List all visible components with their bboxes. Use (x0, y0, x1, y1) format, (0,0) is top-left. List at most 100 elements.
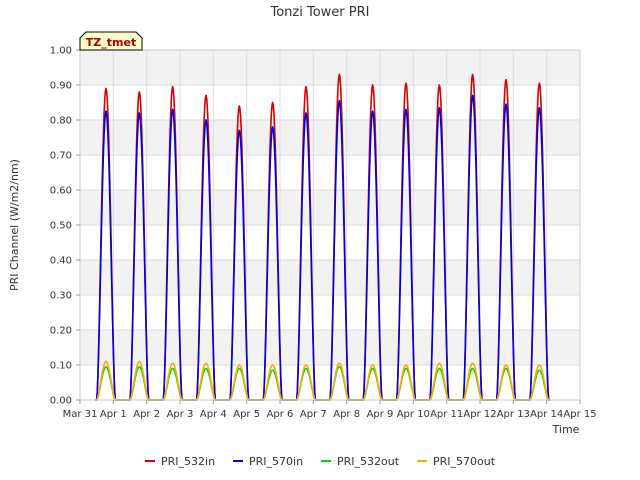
legend-label: PRI_570in (249, 455, 303, 468)
data-point-pri_532out (371, 367, 374, 370)
x-tick-label: Apr 6 (267, 409, 294, 420)
y-tick-label: 0.90 (50, 81, 72, 92)
plot-band (80, 50, 580, 85)
legend: PRI_532in PRI_570in PRI_532out PRI_570out (145, 455, 496, 468)
data-point-pri_570out (138, 360, 141, 363)
data-point-pri_532in (305, 85, 307, 88)
data-point-pri_570in (105, 110, 107, 113)
data-point-pri_532out (138, 365, 141, 368)
y-axis-label: PRI Channel (W/m2/nm) (8, 159, 21, 291)
x-tick-label: Apr 8 (333, 409, 360, 420)
x-tick-label: Apr 3 (167, 409, 194, 420)
y-tick-label: 0.10 (50, 361, 72, 372)
data-point-pri_532out (238, 367, 241, 370)
data-point-pri_570in (471, 94, 474, 97)
data-point-pri_532in (405, 82, 407, 85)
data-point-pri_570out (271, 364, 274, 366)
data-point-pri_532out (305, 367, 307, 370)
plot-bands (80, 50, 580, 365)
data-point-pri_570in (171, 108, 174, 111)
data-point-pri_532in (271, 101, 274, 104)
legend-label: PRI_532out (337, 455, 400, 468)
legend-label: PRI_532in (161, 455, 215, 468)
data-point-pri_532in (338, 73, 341, 76)
data-point-pri_570out (371, 364, 374, 366)
data-point-pri_532out (538, 369, 541, 372)
y-tick-label: 0.70 (50, 151, 72, 162)
y-tick-label: 0.60 (50, 186, 72, 197)
x-axis-label: Time (552, 423, 580, 436)
y-tick-label: 0.00 (50, 396, 72, 407)
data-point-pri_532in (505, 78, 507, 81)
data-point-pri_570in (205, 119, 207, 121)
data-point-pri_570in (138, 112, 141, 114)
x-tick-label: Apr 11 (430, 409, 463, 420)
data-point-pri_570in (271, 126, 274, 128)
data-point-pri_532out (471, 367, 474, 370)
x-axis: Mar 31 Apr 1 Apr 2 Apr 3 Apr 4 Apr 5 Apr 6 Apr … (63, 400, 597, 420)
x-tick-label: Apr 14 (530, 409, 563, 420)
plot-band (80, 190, 580, 225)
data-point-pri_532in (238, 105, 241, 107)
data-point-pri_570in (371, 110, 374, 113)
data-point-pri_532in (205, 94, 207, 97)
x-tick-label: Apr 13 (497, 409, 530, 420)
data-point-pri_532out (505, 367, 507, 370)
data-point-pri_570out (305, 364, 307, 366)
data-point-pri_570in (538, 106, 541, 109)
data-point-pri_570in (438, 106, 441, 109)
data-point-pri_570in (405, 108, 407, 111)
data-point-pri_532in (105, 87, 107, 90)
data-point-pri_570in (238, 129, 241, 132)
y-tick-label: 0.50 (50, 221, 72, 232)
x-tick-label: Apr 9 (367, 409, 394, 420)
plot-band (80, 120, 580, 155)
plot-band (80, 260, 580, 295)
data-point-pri_570out (205, 362, 207, 365)
x-tick-label: Apr 1 (100, 409, 127, 420)
data-point-pri_532out (105, 365, 107, 368)
annotation-badge-text: TZ_tmet (86, 36, 136, 49)
data-point-pri_570out (471, 362, 474, 365)
y-tick-label: 0.80 (50, 116, 72, 127)
data-point-pri_570in (305, 112, 307, 114)
data-point-pri_570out (438, 362, 441, 365)
data-point-pri_532in (138, 91, 141, 93)
x-tick-label: Apr 5 (233, 409, 260, 420)
y-tick-label: 0.20 (50, 326, 72, 337)
data-point-pri_532in (171, 85, 174, 88)
data-point-pri_532out (338, 365, 341, 368)
y-tick-label: 1.00 (50, 46, 72, 57)
data-point-pri_570out (538, 364, 541, 366)
x-tick-label: Apr 4 (200, 409, 227, 420)
data-point-pri_532in (371, 84, 374, 86)
data-point-pri_532out (205, 367, 207, 370)
x-tick-label: Mar 31 (63, 409, 98, 420)
y-axis: 0.00 0.10 0.20 0.30 0.40 0.50 0.60 0.70 0.80 0.90… (50, 46, 80, 407)
annotation-badge: TZ_tmet (79, 31, 143, 51)
data-point-pri_570in (505, 103, 507, 106)
data-point-pri_570out (338, 362, 341, 365)
data-point-pri_570out (105, 360, 107, 363)
data-point-pri_570out (405, 364, 407, 366)
y-tick-label: 0.40 (50, 256, 72, 267)
x-tick-label: Apr 15 (563, 409, 596, 420)
legend-label: PRI_570out (433, 455, 496, 468)
data-point-pri_570out (238, 364, 241, 366)
plot-band (80, 330, 580, 365)
y-tick-label: 0.30 (50, 291, 72, 302)
data-point-pri_570out (505, 364, 507, 366)
data-point-pri_532out (405, 367, 407, 370)
x-tick-label: Apr 2 (133, 409, 160, 420)
data-point-pri_532out (271, 369, 274, 372)
data-point-pri_570out (171, 362, 174, 365)
data-point-pri_532out (438, 367, 441, 370)
data-point-pri_532in (538, 82, 541, 85)
data-point-pri_532in (438, 84, 441, 86)
x-tick-label: Apr 12 (463, 409, 496, 420)
data-point-pri_532out (171, 367, 174, 370)
data-point-pri_532in (471, 73, 474, 76)
data-point-pri_570in (338, 99, 341, 102)
chart-title: Tonzi Tower PRI (270, 5, 370, 20)
